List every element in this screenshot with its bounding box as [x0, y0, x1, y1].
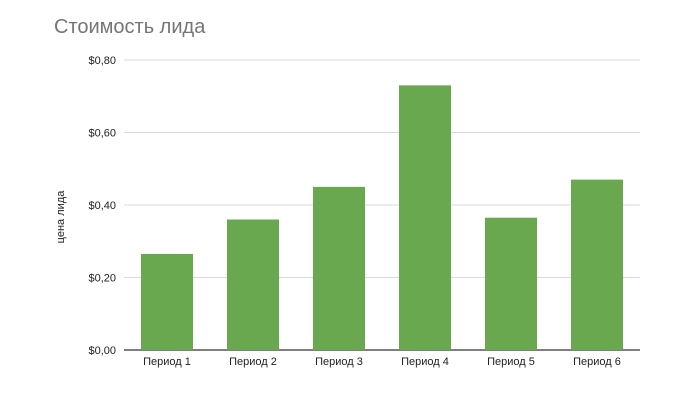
x-tick-label: Период 2: [229, 356, 277, 368]
x-tick-label: Период 6: [573, 356, 621, 368]
x-tick-labels: Период 1 Период 2 Период 3 Период 4 Период 5…: [143, 356, 621, 368]
y-tick-label: $0,60: [88, 128, 116, 140]
bar: [227, 219, 279, 350]
gridlines: [124, 59, 640, 351]
bar: [485, 217, 537, 350]
x-tick-label: Период 3: [315, 356, 363, 368]
bar: [141, 253, 193, 350]
y-tick-label: $0,20: [88, 273, 116, 285]
y-tick-label: $0,80: [88, 55, 116, 67]
y-tick-label: $0,00: [88, 345, 116, 357]
bar: [571, 179, 623, 350]
y-tick-labels: $0,00 $0,20 $0,40 $0,60 $0,80: [88, 55, 116, 357]
bar: [399, 85, 451, 350]
chart-title: Стоимость лида: [54, 16, 206, 38]
y-tick-label: $0,40: [88, 200, 116, 212]
x-tick-label: Период 4: [401, 356, 449, 368]
bars: [141, 85, 623, 350]
x-tick-label: Период 5: [487, 356, 535, 368]
y-axis-label: цена лида: [55, 190, 67, 244]
x-tick-label: Период 1: [143, 356, 191, 368]
bar: [313, 186, 365, 350]
